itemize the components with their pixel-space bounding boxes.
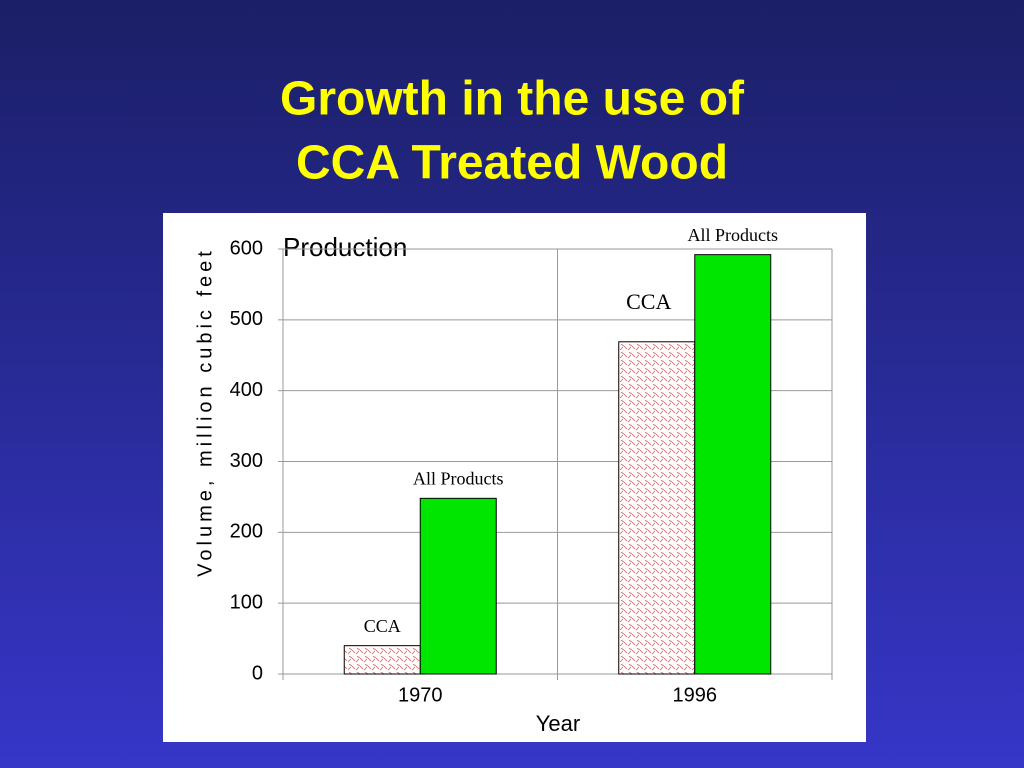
x-axis-label: Year <box>536 711 580 736</box>
y-tick-label: 400 <box>230 379 263 401</box>
bar <box>419 497 497 675</box>
annotation: Production <box>283 232 407 262</box>
y-tick-label: 300 <box>230 450 263 472</box>
bar <box>694 254 772 675</box>
title-line: CCA Treated Wood <box>296 137 728 190</box>
x-tick-label: 1970 <box>398 684 443 706</box>
y-tick-label: 600 <box>230 237 263 259</box>
bar <box>343 645 421 675</box>
y-tick-label: 100 <box>230 591 263 613</box>
x-tick-label: 1996 <box>673 684 718 706</box>
bar-label: All Products <box>413 468 504 488</box>
title-line: Growth in the use of <box>280 73 745 126</box>
y-axis-label: Volume, million cubic feet <box>194 247 216 577</box>
y-tick-label: 200 <box>230 521 263 543</box>
bar-label: CCA <box>364 616 401 636</box>
bar <box>618 341 696 675</box>
bar-label: CCA <box>626 289 671 314</box>
y-tick-label: 0 <box>252 662 263 684</box>
bar-label: All Products <box>687 225 778 245</box>
y-tick-label: 500 <box>230 308 263 330</box>
